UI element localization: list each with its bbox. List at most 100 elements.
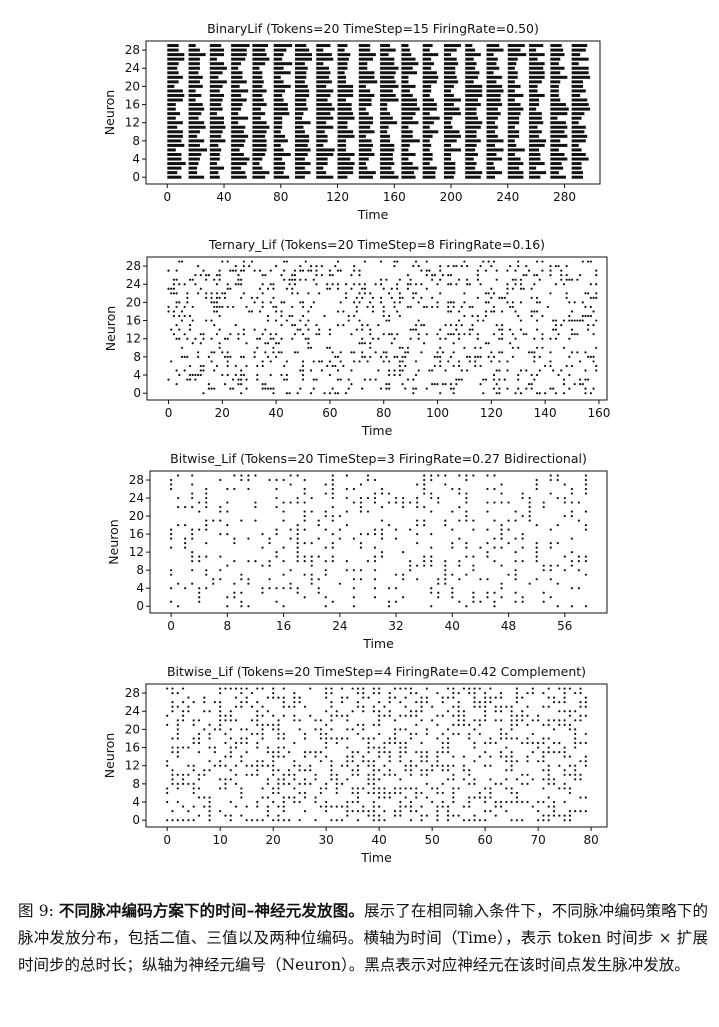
spike-dot [296,528,299,531]
spike-run [231,139,246,143]
spike-dot [522,274,525,277]
spike-dot [314,728,317,731]
spike-dot [288,314,291,318]
spike-dot [272,769,275,772]
spike-dot [409,569,412,572]
spike-run [401,93,413,97]
spike-dot [447,333,450,336]
spike-run [316,71,331,75]
spike-dot [282,773,285,776]
spike-dot [385,319,388,322]
spike-dot [549,351,552,354]
spike-dot [465,496,468,500]
spike-dot [404,696,407,699]
spike-dot [562,383,566,386]
spike-dot [362,787,365,790]
spike-dot [289,474,292,477]
spike-dot [299,387,302,390]
spike-dot [266,805,269,808]
spike-run [252,107,261,111]
spike-dot [226,355,229,358]
spike-dot [458,474,461,477]
spike-dot [282,737,285,740]
spike-dot [307,337,310,340]
spike-run [252,171,270,175]
spike-run [252,44,269,48]
spike-dot [444,578,447,581]
y-tick-label: 4 [132,795,140,809]
spike-dot [213,323,216,327]
spike-dot [476,355,479,358]
spike-run [380,139,391,143]
spike-dot [191,555,194,558]
spike-dot [446,814,450,817]
spike-dot [563,723,566,726]
spike-dot [226,360,229,363]
spike-dot [213,301,216,304]
x-tick-label: 140 [534,406,557,420]
spike-dot [366,323,369,327]
spike-dot [431,296,434,299]
spike-dot [362,755,365,758]
spike-run [380,134,391,138]
spike-dot [261,383,264,386]
spike-run [401,130,413,134]
spike-dot [587,355,590,358]
spike-dot [324,528,327,531]
spike-dot [287,782,291,785]
spike-dot [366,305,369,309]
spike-dot [577,560,580,563]
spike-dot [242,260,245,263]
spike-dot [522,333,525,336]
spike-dot [303,514,306,518]
spike-dot [401,355,404,358]
spike-dot [210,351,213,354]
spike-dot [240,591,243,594]
spike-dot [579,691,582,695]
spike-dot [352,605,355,608]
spike-dot [436,351,439,354]
spike-dot [303,750,307,754]
spike-dot [500,523,503,527]
spike-dot [563,501,566,504]
x-tick-label: 24 [332,619,347,633]
spike-dot [423,564,426,567]
spike-dot [521,719,524,722]
spike-dot [579,796,582,799]
spike-dot [398,314,401,318]
spike-dot [541,346,544,349]
spike-dot [184,542,187,545]
spike-dot [506,387,509,390]
spike-dot [393,787,397,790]
spike-dot [472,569,475,572]
spike-dot [223,292,227,295]
spike-dot [457,364,461,368]
spike-dot [253,355,256,358]
spike-dot [226,351,229,354]
spike-run [443,84,454,88]
spike-dot [387,587,391,590]
spike-run [380,112,391,116]
spike-dot [557,373,560,377]
spike-dot [326,287,329,290]
spike-dot [452,387,455,390]
spike-run [401,125,409,129]
spike-run [571,98,588,102]
spike-dot [565,274,568,277]
spike-dot [309,782,312,785]
spike-dot [323,314,326,318]
spike-dot [444,369,447,372]
spike-dot [361,296,364,299]
spike-dot [296,496,299,500]
spike-dot [264,351,267,354]
spike-dot [378,778,381,781]
spike-dot [350,333,353,336]
spike-run [358,116,373,120]
spike-dot [436,819,439,822]
spike-run [529,98,539,102]
spike-dot [441,769,444,772]
spike-dot [444,323,447,327]
spike-run [316,84,327,88]
spike-dot [303,542,306,545]
spike-dot [303,596,306,599]
